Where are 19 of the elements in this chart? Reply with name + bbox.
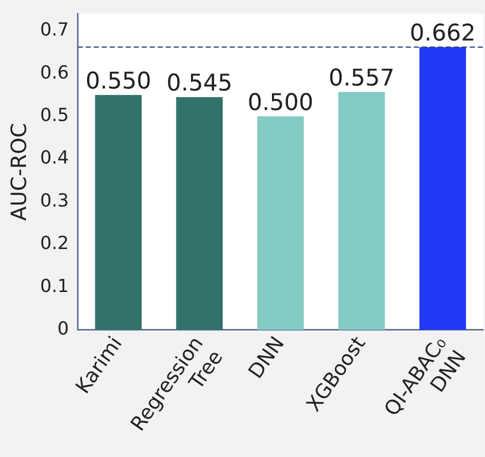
y-tick-label: 0.1 (40, 276, 69, 297)
y-axis-title: AUC-ROC (7, 122, 32, 221)
y-tick-label: 0.5 (40, 104, 69, 126)
y-tick-label: 0.4 (40, 148, 69, 169)
data-label: 0.662 (410, 20, 476, 47)
y-tick-label: 0.3 (40, 190, 69, 212)
bar (338, 92, 385, 330)
bar (257, 116, 304, 330)
data-label: 0.557 (328, 65, 395, 92)
y-tick-label: 0 (57, 318, 69, 340)
y-tick-label: 0.6 (40, 62, 69, 84)
y-tick-label: 0.2 (40, 233, 69, 254)
bar (95, 94, 142, 330)
data-label: 0.500 (248, 90, 314, 116)
bar (176, 97, 223, 330)
data-label: 0.550 (85, 68, 152, 94)
data-label: 0.545 (166, 70, 232, 97)
bar (419, 47, 466, 330)
y-tick-label: 0.7 (40, 20, 69, 41)
